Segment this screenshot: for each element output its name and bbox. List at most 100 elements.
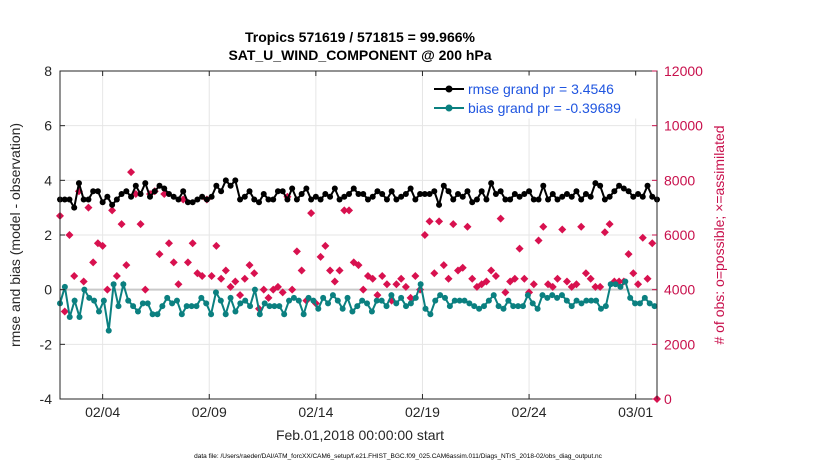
series-point: [627, 294, 634, 301]
series-point: [290, 294, 297, 301]
series-point: [641, 294, 648, 301]
series-point: [622, 278, 629, 285]
series-point: [607, 281, 614, 288]
series-point: [71, 204, 78, 211]
series-point: [346, 191, 353, 197]
series-point: [407, 185, 414, 192]
series-point: [398, 193, 405, 200]
series-point: [265, 196, 272, 203]
series-point: [583, 297, 590, 304]
series-point: [431, 188, 438, 195]
y-right-tick-label: 10000: [664, 118, 703, 134]
obs-point: [250, 269, 259, 278]
obs-point: [122, 261, 131, 270]
series-point: [644, 182, 651, 189]
obs-point: [212, 241, 221, 250]
obs-point: [84, 203, 93, 212]
series-point: [466, 300, 473, 307]
series-point: [407, 300, 414, 307]
obs-point: [174, 280, 183, 289]
y-right-tick-label: 6000: [664, 227, 695, 243]
obs-point: [79, 277, 88, 286]
series-point: [184, 199, 191, 206]
series-point: [473, 196, 480, 203]
series-point: [95, 308, 102, 315]
obs-point: [60, 307, 69, 316]
series-point: [544, 294, 551, 301]
series-point: [617, 283, 624, 290]
series-point: [125, 297, 132, 304]
series-point: [427, 311, 434, 318]
series-point: [568, 303, 575, 310]
series-point: [329, 292, 336, 299]
series-point: [227, 294, 234, 301]
series-point: [175, 196, 182, 203]
series-point: [66, 314, 73, 320]
x-tick-label: 02/14: [298, 404, 333, 420]
obs-point: [439, 261, 448, 270]
chart-title-line2: SAT_U_WIND_COMPONENT @ 200 hPa: [228, 47, 491, 63]
series-point: [199, 193, 206, 200]
series-point: [104, 193, 111, 200]
series-point: [118, 191, 125, 197]
series-point: [578, 196, 585, 203]
obs-point: [112, 272, 121, 280]
legend-rmse-marker: [445, 85, 453, 93]
series-point: [218, 188, 225, 195]
series-point: [295, 297, 302, 304]
y-axis-left-label: rmse and bias (model - observation): [7, 123, 23, 347]
obs-point: [278, 288, 287, 297]
legend-box: [429, 75, 651, 119]
series-point: [593, 297, 600, 304]
series-point: [364, 196, 371, 203]
series-point: [128, 193, 135, 200]
series-point: [208, 311, 215, 318]
series-point: [189, 199, 196, 206]
series-point: [480, 303, 487, 310]
series-point: [317, 196, 324, 203]
series-point: [180, 188, 187, 195]
series-point: [563, 297, 570, 304]
series-point: [355, 191, 362, 197]
series-point: [485, 297, 492, 304]
obs-count-series: [56, 168, 661, 403]
series-point: [402, 191, 409, 197]
y-left-tick-label: 6: [44, 118, 52, 134]
obs-point: [155, 250, 164, 259]
series-point: [403, 303, 410, 310]
series-point: [521, 191, 528, 197]
series-point: [507, 196, 514, 203]
obs-point: [430, 269, 439, 278]
obs-point: [207, 272, 216, 280]
obs-point: [501, 288, 510, 297]
series-point: [198, 294, 205, 301]
obs-point: [458, 263, 467, 272]
series-point: [315, 305, 322, 312]
obs-point: [359, 285, 368, 294]
obs-point: [330, 277, 339, 286]
series-point: [232, 177, 239, 184]
obs-point: [577, 222, 586, 231]
series-point: [456, 297, 463, 304]
obs-point: [368, 274, 377, 283]
obs-point: [562, 277, 571, 286]
series-point: [383, 303, 390, 310]
series-point: [242, 297, 249, 304]
series-point: [139, 300, 146, 307]
series-point: [261, 300, 268, 307]
x-tick-label: 02/09: [192, 404, 227, 420]
series-point: [217, 297, 224, 304]
y-left-tick-label: 8: [44, 63, 52, 79]
series-point: [437, 292, 444, 299]
series-point: [271, 303, 278, 310]
obs-point: [572, 280, 581, 289]
series-point: [573, 297, 580, 304]
obs-point: [240, 274, 249, 283]
series-point: [85, 196, 92, 203]
series-point: [310, 297, 317, 304]
series-point: [75, 180, 82, 187]
series-point: [554, 196, 561, 203]
obs-point: [482, 277, 491, 286]
series-point: [213, 182, 220, 189]
